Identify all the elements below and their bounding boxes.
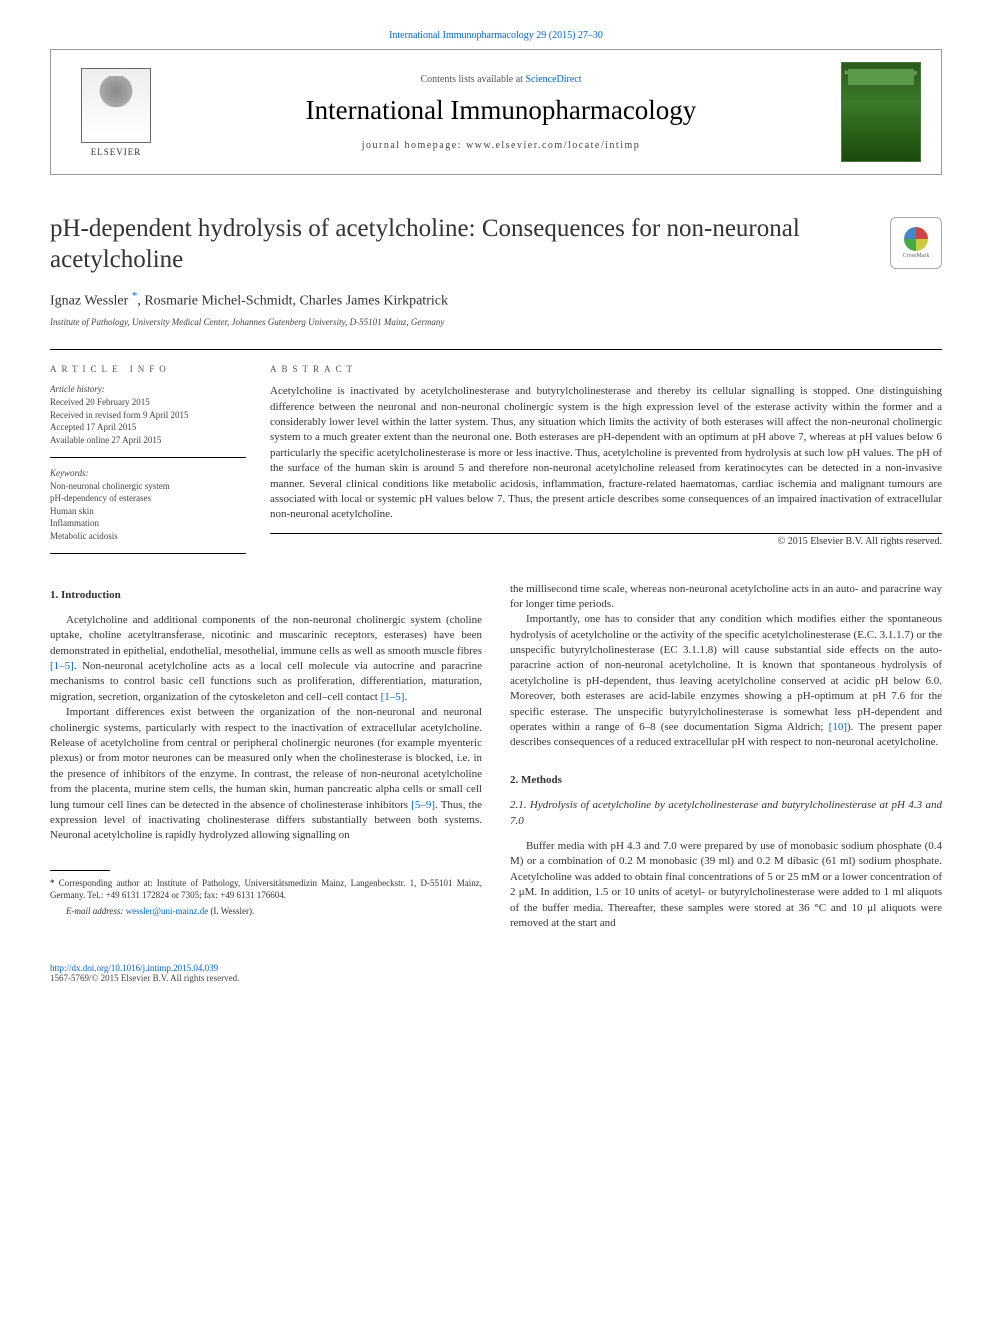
abstract-text: Acetylcholine is inactivated by acetylch…	[270, 384, 942, 534]
journal-cover-thumb: International Immunopharmacology	[841, 62, 921, 162]
p2a: Important differences exist between the …	[50, 706, 482, 810]
corresponding-footnote: * Corresponding author at: Institute of …	[50, 877, 482, 901]
journal-name: International Immunopharmacology	[161, 95, 841, 126]
footnote-text: Corresponding author at: Institute of Pa…	[50, 878, 482, 900]
header-center: Contents lists available at ScienceDirec…	[161, 74, 841, 151]
abstract-column: abstract Acetylcholine is inactivated by…	[270, 364, 942, 553]
section-1-heading: 1. Introduction	[50, 588, 482, 603]
contents-line: Contents lists available at ScienceDirec…	[161, 74, 841, 85]
keywords-label: Keywords:	[50, 468, 246, 478]
p1a: Acetylcholine and additional components …	[50, 614, 482, 657]
p4a: Importantly, one has to consider that an…	[510, 613, 942, 733]
elsevier-logo: ELSEVIER	[71, 62, 161, 162]
abstract-copyright: © 2015 Elsevier B.V. All rights reserved…	[270, 536, 942, 547]
p1c: .	[404, 691, 407, 703]
history-block: Article history: Received 20 February 20…	[50, 384, 246, 457]
homepage-prefix: journal homepage:	[362, 140, 466, 151]
history-online: Available online 27 April 2015	[50, 434, 246, 447]
keyword-3: Human skin	[50, 505, 246, 518]
keyword-4: Inflammation	[50, 517, 246, 530]
history-label: Article history:	[50, 384, 246, 394]
left-column: 1. Introduction Acetylcholine and additi…	[50, 582, 482, 932]
crossmark-label: CrossMark	[903, 253, 930, 259]
contents-prefix: Contents lists available at	[420, 74, 525, 85]
keyword-5: Metabolic acidosis	[50, 530, 246, 543]
elsevier-tree-icon	[81, 68, 151, 143]
footnote-separator	[50, 870, 110, 871]
crossmark-badge[interactable]: CrossMark	[890, 217, 942, 269]
intro-para-3: the millisecond time scale, whereas non-…	[510, 582, 942, 613]
keyword-1: Non-neuronal cholinergic system	[50, 480, 246, 493]
intro-para-2: Important differences exist between the …	[50, 705, 482, 844]
methods-para-1: Buffer media with pH 4.3 and 7.0 were pr…	[510, 839, 942, 931]
info-abstract-row: article info Article history: Received 2…	[50, 349, 942, 553]
authors-rest: , Rosmarie Michel-Schmidt, Charles James…	[137, 293, 448, 308]
page-footer: http://dx.doi.org/10.1016/j.intimp.2015.…	[50, 963, 942, 983]
history-revised: Received in revised form 9 April 2015	[50, 409, 246, 422]
ref-1-5b[interactable]: [1–5]	[381, 691, 405, 703]
email-label: E-mail address:	[66, 906, 126, 916]
affiliation: Institute of Pathology, University Medic…	[50, 317, 942, 327]
authors: Ignaz Wessler *, Rosmarie Michel-Schmidt…	[50, 290, 942, 310]
journal-citation-link[interactable]: International Immunopharmacology 29 (201…	[50, 30, 942, 41]
doi-link[interactable]: http://dx.doi.org/10.1016/j.intimp.2015.…	[50, 963, 218, 973]
cover-label: International Immunopharmacology	[842, 71, 920, 76]
keywords-block: Keywords: Non-neuronal cholinergic syste…	[50, 468, 246, 554]
author-1: Ignaz Wessler	[50, 293, 132, 308]
section-2-heading: 2. Methods	[510, 773, 942, 788]
ref-1-5a[interactable]: [1–5]	[50, 660, 74, 672]
ref-10[interactable]: [10]	[829, 721, 847, 733]
history-accepted: Accepted 17 April 2015	[50, 421, 246, 434]
journal-homepage: journal homepage: www.elsevier.com/locat…	[161, 140, 841, 151]
article-title: pH-dependent hydrolysis of acetylcholine…	[50, 213, 870, 276]
journal-header: ELSEVIER Contents lists available at Sci…	[50, 49, 942, 175]
intro-para-1: Acetylcholine and additional components …	[50, 613, 482, 705]
keyword-2: pH-dependency of esterases	[50, 492, 246, 505]
email-link[interactable]: wessler@uni-mainz.de	[126, 906, 209, 916]
history-received: Received 20 February 2015	[50, 396, 246, 409]
body-columns: 1. Introduction Acetylcholine and additi…	[50, 582, 942, 932]
title-row: pH-dependent hydrolysis of acetylcholine…	[50, 213, 942, 276]
right-column: the millisecond time scale, whereas non-…	[510, 582, 942, 932]
email-line: E-mail address: wessler@uni-mainz.de (I.…	[50, 905, 482, 918]
section-2-1-heading: 2.1. Hydrolysis of acetylcholine by acet…	[510, 798, 942, 829]
publisher-name: ELSEVIER	[91, 147, 142, 157]
crossmark-icon	[904, 227, 928, 251]
homepage-url[interactable]: www.elsevier.com/locate/intimp	[466, 140, 640, 151]
article-info-heading: article info	[50, 364, 246, 374]
issn-copyright: 1567-5769/© 2015 Elsevier B.V. All right…	[50, 973, 942, 983]
ref-5-9[interactable]: [5–9]	[411, 799, 435, 811]
email-suffix: (I. Wessler).	[208, 906, 254, 916]
sciencedirect-link[interactable]: ScienceDirect	[525, 74, 581, 85]
intro-para-4: Importantly, one has to consider that an…	[510, 612, 942, 751]
abstract-heading: abstract	[270, 364, 942, 374]
article-info: article info Article history: Received 2…	[50, 364, 270, 553]
p1b: . Non-neuronal acetylcholine acts as a l…	[50, 660, 482, 703]
